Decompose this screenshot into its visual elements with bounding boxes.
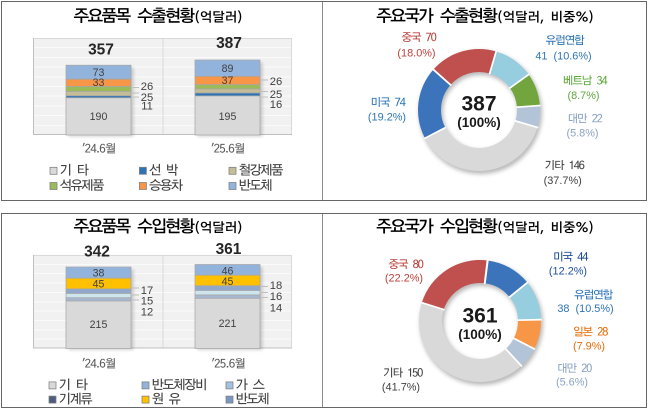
svg-text:387: 387 — [216, 35, 242, 52]
svg-text:342: 342 — [84, 244, 110, 261]
svg-text:25: 25 — [270, 89, 282, 101]
svg-text:89: 89 — [222, 63, 234, 75]
svg-text:37: 37 — [222, 75, 234, 87]
svg-text:12: 12 — [141, 307, 153, 319]
svg-text:45: 45 — [93, 278, 105, 290]
svg-text:(5.6%): (5.6%) — [556, 377, 588, 389]
svg-text:361: 361 — [216, 241, 242, 258]
svg-text:41 (10.6%): 41 (10.6%) — [535, 51, 591, 63]
svg-text:38: 38 — [93, 267, 105, 279]
svg-text:387: 387 — [461, 93, 496, 116]
svg-text:357: 357 — [88, 42, 114, 59]
svg-text:16: 16 — [270, 99, 282, 111]
svg-text:(100%): (100%) — [458, 327, 502, 342]
svg-text:11: 11 — [141, 101, 153, 113]
svg-text:15: 15 — [141, 296, 153, 308]
svg-text:(22.2%): (22.2%) — [385, 273, 423, 285]
svg-text:16: 16 — [270, 291, 282, 303]
svg-text:73: 73 — [93, 67, 105, 79]
svg-text:14: 14 — [270, 303, 282, 315]
svg-text:17: 17 — [141, 285, 153, 297]
svg-text:38 (10.5%): 38 (10.5%) — [557, 303, 613, 315]
svg-text:33: 33 — [93, 77, 105, 89]
svg-text:195: 195 — [219, 111, 237, 123]
svg-text:(37.7%): (37.7%) — [544, 175, 582, 187]
svg-text:26: 26 — [141, 81, 153, 93]
svg-text:(100%): (100%) — [457, 115, 501, 130]
svg-text:215: 215 — [90, 319, 108, 331]
svg-text:(19.2%): (19.2%) — [368, 111, 406, 123]
svg-text:(41.7%): (41.7%) — [382, 382, 420, 394]
svg-text:(8.7%): (8.7%) — [567, 90, 599, 102]
svg-text:190: 190 — [90, 111, 108, 123]
svg-text:361: 361 — [462, 305, 497, 328]
svg-text:221: 221 — [219, 318, 237, 330]
svg-text:(5.8%): (5.8%) — [566, 128, 598, 140]
svg-text:(12.2%): (12.2%) — [549, 266, 587, 278]
svg-text:(7.9%): (7.9%) — [573, 341, 605, 353]
svg-text:45: 45 — [222, 276, 234, 288]
svg-text:18: 18 — [270, 280, 282, 292]
svg-text:26: 26 — [270, 76, 282, 88]
svg-text:(18.0%): (18.0%) — [397, 48, 435, 60]
svg-text:46: 46 — [222, 266, 234, 278]
svg-text:25: 25 — [141, 92, 153, 104]
